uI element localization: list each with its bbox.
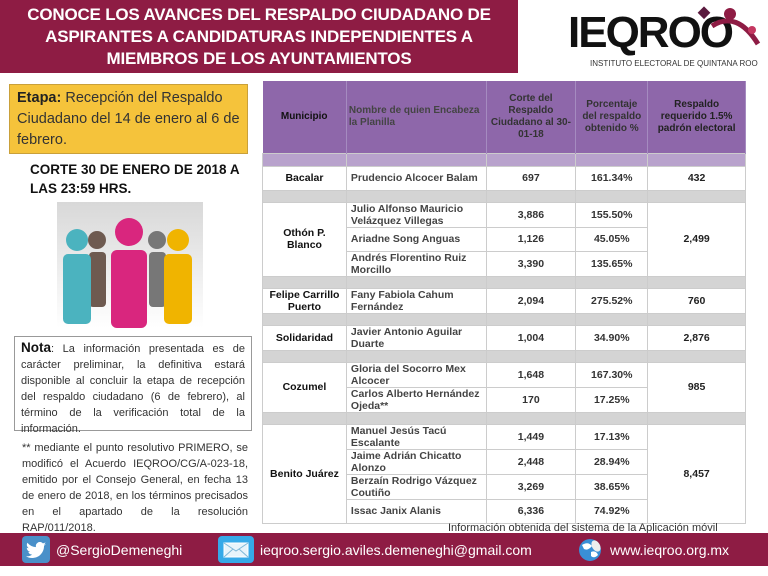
table-row: Othón P. Blanco Julio Alfonso Mauricio V…	[262, 201, 746, 277]
header-municipio: Municipio	[262, 81, 347, 153]
mail-icon	[218, 536, 254, 563]
header-nombre: Nombre de quien Encabeza la Planilla	[346, 81, 487, 153]
page-title: CONOCE LOS AVANCES DEL RESPALDO CIUDADAN…	[0, 0, 518, 73]
table-row: Cozumel Gloria del Socorro Mex Alcocer 1…	[262, 361, 746, 413]
people-icon	[63, 218, 192, 328]
corte-date: CORTE 30 DE ENERO DE 2018 A LAS 23:59 HR…	[30, 162, 240, 196]
results-table: Municipio Nombre de quien Encabeza la Pl…	[262, 81, 746, 524]
spacer-row	[262, 411, 746, 425]
table-row: Berzaín Rodrigo Vázquez Coutiño 3,269 38…	[263, 473, 746, 500]
footnote: ** mediante el punto resolutivo PRIMERO,…	[22, 442, 248, 534]
table-row: Jaime Adrián Chicatto Alonzo 2,448 28.94…	[263, 448, 746, 475]
globe-icon	[576, 536, 604, 563]
footer-bar: @SergioDemeneghi ieqroo.sergio.aviles.de…	[0, 533, 768, 566]
table-row: Felipe Carrillo Puerto Fany Fabiola Cahu…	[262, 287, 746, 314]
table-row: Bacalar Prudencio Alcocer Balam 697 161.…	[262, 165, 746, 191]
header-requerido: Respaldo requerido 1.5% padrón electoral	[647, 81, 746, 153]
table-header-row: Municipio Nombre de quien Encabeza la Pl…	[262, 81, 746, 153]
ieqroo-logo: IEQROO INSTITUTO ELECTORAL DE QUINTANA R…	[560, 4, 765, 74]
spacer-row	[262, 275, 746, 289]
etapa-box: Etapa: Recepción del Respaldo Ciudadano …	[9, 84, 248, 154]
table-row: Issac Janix Alanis 6,336 74.92%	[263, 498, 746, 524]
table-row: Ariadne Song Anguas 1,126 45.05%	[263, 226, 746, 252]
nota-box: Nota: La información presentada es de ca…	[14, 336, 252, 435]
table-row: Carlos Alberto Hernández Ojeda** 170 17.…	[263, 386, 746, 413]
table-row: Andrés Florentino Ruiz Morcillo 3,390 13…	[263, 250, 746, 277]
spacer-row	[262, 349, 746, 363]
twitter-icon	[22, 536, 50, 563]
people-arc-icon	[697, 6, 761, 46]
header-porcentaje: Porcentaje del respaldo obtenido %	[575, 81, 649, 153]
spacer-row	[262, 189, 746, 203]
table-row: Benito Juárez Manuel Jesús Tacú Escalant…	[262, 423, 746, 524]
twitter-link[interactable]: @SergioDemeneghi	[22, 536, 182, 563]
people-illustration	[57, 202, 203, 328]
email-link[interactable]: ieqroo.sergio.aviles.demeneghi@gmail.com	[218, 536, 532, 563]
spacer-row	[262, 312, 746, 326]
source-note: Información obtenida del sistema de la A…	[448, 522, 718, 534]
spacer-row	[262, 152, 746, 167]
table-row: Solidaridad Javier Antonio Aguilar Duart…	[262, 324, 746, 351]
website-link[interactable]: www.ieqroo.org.mx	[576, 536, 729, 563]
header-corte: Corte del Respaldo Ciudadano al 30-01-18	[486, 81, 577, 153]
